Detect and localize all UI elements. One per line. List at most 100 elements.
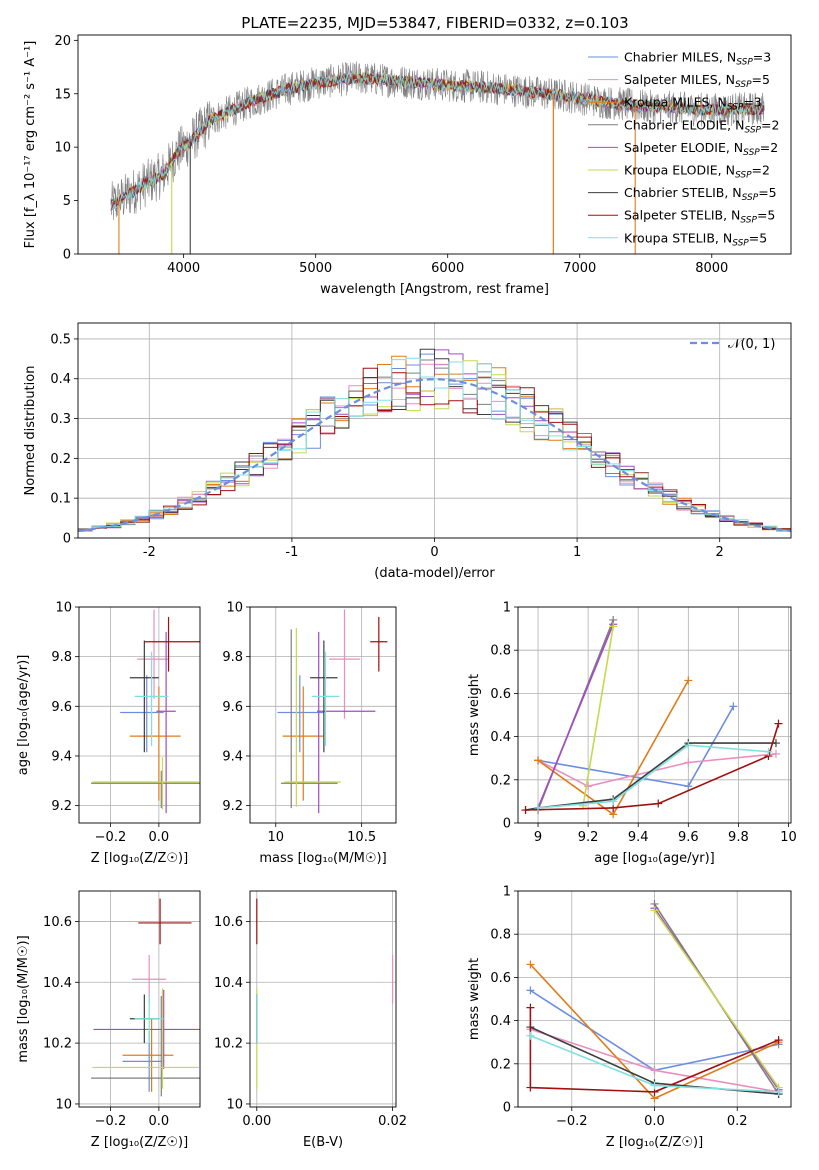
x-axis-label: wavelength [Angstrom, rest frame] xyxy=(320,282,549,297)
series-marker xyxy=(584,782,593,791)
series-marker xyxy=(684,758,693,767)
x-axis-label: E(B-V) xyxy=(303,1135,343,1150)
y-tick-label: 0.8 xyxy=(490,928,511,943)
y-tick-label: 0.2 xyxy=(490,773,511,788)
axes-frame xyxy=(78,890,201,1108)
legend-label: Chabrier MILES, NSSP=3 xyxy=(624,50,771,68)
axes-frame xyxy=(249,606,397,824)
series-marker xyxy=(684,741,693,750)
histogram-data xyxy=(78,348,791,533)
x-tick-label: 9.4 xyxy=(628,830,649,845)
series-marker xyxy=(526,960,535,969)
y-tick-label: 0 xyxy=(503,817,511,832)
histogram-step xyxy=(78,348,791,530)
x-axis-label: mass [log₁₀(M/M☉)] xyxy=(259,851,386,866)
y-tick-label: 0.4 xyxy=(490,1014,511,1029)
histogram-step xyxy=(78,367,791,530)
mass-vs-ebv-panel: 0.00 0.02 10 10.2 10.4 10.6 E(B-V) xyxy=(214,890,407,1150)
y-tick-label: 10 xyxy=(55,601,72,616)
y-tick-label: 10 xyxy=(226,601,243,616)
y-tick-label: 10.4 xyxy=(214,976,243,991)
series-marker xyxy=(609,622,618,631)
series-line xyxy=(537,680,689,816)
y-tick-label: 0 xyxy=(63,248,71,263)
x-tick-label: 10.5 xyxy=(347,830,376,845)
x-tick-label: 0.2 xyxy=(727,1114,748,1129)
series-line xyxy=(537,753,777,788)
legend-label: Chabrier STELIB, NSSP=5 xyxy=(624,185,777,203)
series-marker xyxy=(526,1083,535,1092)
series-marker xyxy=(729,702,738,711)
series-marker xyxy=(650,1081,659,1090)
series-marker xyxy=(534,756,543,765)
age-vs-mass-panel: 10 10.5 9.2 9.4 9.6 9.8 10 mass [log₁₀(M/M☉)] xyxy=(222,601,397,866)
axes-frame xyxy=(78,606,201,824)
normal-curve xyxy=(78,378,791,533)
x-tick-label: 5000 xyxy=(299,261,332,276)
series-line xyxy=(537,744,769,809)
x-tick-label: 7000 xyxy=(563,261,596,276)
figure-title: PLATE=2235, MJD=53847, FIBERID=0332, z=0… xyxy=(241,14,628,32)
series-marker xyxy=(650,906,659,915)
age-vs-Z-data xyxy=(91,609,200,814)
y-tick-label: 10.4 xyxy=(43,976,72,991)
y-tick-label: 9.4 xyxy=(222,749,243,764)
series-marker xyxy=(771,749,780,758)
y-tick-label: 10.2 xyxy=(214,1037,243,1052)
axes-frame xyxy=(77,34,792,255)
x-axis-label: Z [log₁₀(Z/Z☉)] xyxy=(91,1135,188,1150)
y-tick-label: 9.4 xyxy=(51,749,72,764)
legend-label: Salpeter STELIB, NSSP=5 xyxy=(624,208,775,226)
y-tick-label: 10 xyxy=(226,1097,243,1112)
mass-weight-vs-Z-panel: −0.2 0.0 0.2 0 0.2 0.4 0.6 0.8 1 Z [log₁₀(Z/Z☉)] m… xyxy=(467,885,792,1150)
x-tick-label: 0.0 xyxy=(644,1114,665,1129)
x-tick-label: 9.6 xyxy=(678,830,699,845)
series-marker xyxy=(526,1031,535,1040)
y-tick-label: 0.2 xyxy=(50,452,71,467)
legend-label: Chabrier ELODIE, NSSP=2 xyxy=(624,117,779,135)
series-marker xyxy=(534,803,543,812)
mass-weight-vs-age-panel: 9 9.2 9.4 9.6 9.8 10 0 0.2 0.4 0.6 0.8 1 age [log₁₀(… xyxy=(467,601,797,867)
y-tick-label: 0.1 xyxy=(50,492,71,507)
axes-frame xyxy=(517,606,792,824)
y-tick-label: 9.8 xyxy=(222,650,243,665)
x-tick-label: 8000 xyxy=(695,261,728,276)
y-tick-label: 0 xyxy=(63,532,71,547)
y-tick-label: 0.8 xyxy=(490,644,511,659)
series-marker xyxy=(526,1003,535,1012)
mass-vs-Z-data xyxy=(91,898,200,1097)
spectrum-data xyxy=(110,61,765,254)
y-tick-label: 10 xyxy=(54,141,71,156)
legend-label: Salpeter MILES, NSSP=5 xyxy=(624,72,770,90)
y-tick-label: 10.2 xyxy=(43,1037,72,1052)
x-axis-label: Z [log₁₀(Z/Z☉)] xyxy=(91,851,188,866)
x-tick-label: 9.8 xyxy=(728,830,749,845)
y-tick-label: 0.2 xyxy=(490,1057,511,1072)
series-line xyxy=(537,623,614,809)
legend-label: Kroupa MILES, NSSP=3 xyxy=(624,95,762,113)
series-marker xyxy=(774,1036,783,1045)
series-marker xyxy=(764,747,773,756)
y-axis-label: Normed distribution xyxy=(23,366,38,496)
legend-label: Salpeter ELODIE, NSSP=2 xyxy=(624,140,778,158)
y-tick-label: 0.5 xyxy=(50,332,71,347)
x-tick-label: 9 xyxy=(534,830,542,845)
x-tick-label: 2 xyxy=(716,545,724,560)
y-axis-label: mass weight xyxy=(467,674,482,756)
y-axis-label: mass weight xyxy=(467,958,482,1040)
y-axis-label: mass [log₁₀(M/M☉)] xyxy=(16,935,31,1062)
legend-label: Kroupa ELODIE, NSSP=2 xyxy=(624,163,770,181)
y-tick-label: 0.4 xyxy=(50,372,71,387)
y-tick-label: 10 xyxy=(55,1097,72,1112)
spectrum-model-line xyxy=(110,72,765,211)
y-tick-label: 9.6 xyxy=(222,700,243,715)
age-vs-mass-data xyxy=(277,609,388,814)
y-tick-label: 9.6 xyxy=(51,700,72,715)
x-tick-label: 0.00 xyxy=(242,1114,271,1129)
y-tick-label: 0.4 xyxy=(490,730,511,745)
mass-vs-ebv-data xyxy=(256,898,394,1089)
age-vs-Z-panel: −0.2 0.0 9.2 9.4 9.6 9.8 10 Z [log₁₀(Z/Z☉)] age … xyxy=(16,601,201,866)
series-marker xyxy=(526,986,535,995)
y-tick-label: 0.3 xyxy=(50,412,71,427)
x-tick-label: 10 xyxy=(267,830,284,845)
